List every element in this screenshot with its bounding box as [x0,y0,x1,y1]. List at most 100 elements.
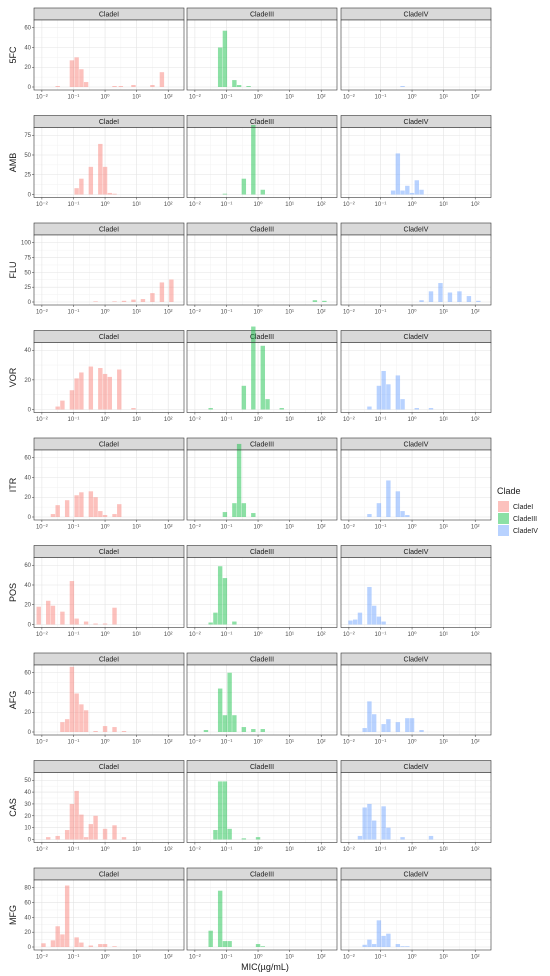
y-tick-label: 40 [24,475,31,481]
x-tick-label: 10⁻² [189,847,201,853]
x-tick-label: 10⁻² [36,525,48,531]
histogram-bar [208,930,213,947]
x-tick-label: 10¹ [132,955,141,961]
legend-key [498,501,509,512]
histogram-bar [208,622,213,625]
x-tick-label: 10⁻² [343,95,355,101]
x-tick-label: 10⁻¹ [375,740,387,746]
x-tick-label: 10² [317,310,326,316]
x-tick-label: 10⁻¹ [68,525,80,531]
histogram-bar [395,722,401,732]
panel-border [33,342,185,413]
x-tick-label: 10⁰ [408,94,418,101]
histogram-bar [457,291,462,302]
y-tick-label: 20 [24,495,31,501]
histogram-bar [376,616,382,625]
histogram-bar [121,300,127,302]
histogram-bar [79,69,84,87]
x-tick-label: 10⁰ [101,309,111,316]
histogram-bar [400,946,405,947]
panel-background [341,235,491,305]
x-tick-label: 10⁻² [189,417,201,423]
panel-background [34,880,184,950]
y-tick-label: 30 [24,802,31,808]
panel-background [341,450,491,520]
histogram-bar [98,944,103,947]
x-tick-label: 10⁰ [254,309,264,316]
y-tick-label: 40 [24,45,31,51]
x-tick-label: 10⁻² [36,95,48,101]
histogram-bar [121,731,127,732]
x-tick-label: 10¹ [285,740,294,746]
y-tick-label: 0 [28,193,32,199]
x-tick-label: 10⁻² [36,310,48,316]
x-tick-label: 10² [317,847,326,853]
histogram-bar [371,605,377,625]
histogram-bar [251,513,256,517]
histogram-bar [227,828,232,840]
histogram-bar [79,372,84,410]
histogram-bar [357,612,363,625]
histogram-bar [222,715,228,732]
histogram-bar [88,166,94,195]
y-tick-label: 0 [28,515,32,521]
legend-label: CladeIII [513,516,537,523]
histogram-bar [169,279,174,302]
histogram-bar [83,710,89,732]
x-tick-label: 10⁻¹ [375,417,387,423]
facet-strip-label: CladeIV [404,872,429,879]
histogram-bar [112,825,117,840]
x-tick-label: 10² [471,95,480,101]
histogram-bar [46,600,51,625]
panel-5fc-cladei: CladeI 10⁻² 10⁻¹ 10⁰ 10¹ 10² [33,7,185,101]
x-tick-label: 10² [317,740,326,746]
histogram-bar [112,607,117,625]
histogram-bar [74,378,79,410]
legend-key [498,525,509,536]
histogram-bar [79,814,84,840]
y-tick-label: 20 [24,65,31,71]
histogram-bar [208,408,213,410]
x-tick-label: 10⁻¹ [68,740,80,746]
panel-border [33,127,185,198]
x-tick-label: 10² [317,525,326,531]
facet-strip-label: CladeIV [404,119,429,126]
panel-background [34,450,184,520]
panel-border [33,879,185,951]
panel-border [33,557,185,628]
histogram-bar [322,300,327,302]
y-tick-label: 60 [24,563,31,569]
y-tick-label: 0 [28,730,32,736]
panel-border [186,342,338,413]
histogram-bar [357,835,363,840]
histogram-bar [222,512,228,517]
histogram-bar [64,719,70,732]
x-tick-label: 10⁻² [343,955,355,961]
panel-itr-cladeiii: CladeIII 10⁻² 10⁻¹ 10⁰ 10¹ 10² [186,437,338,531]
x-tick-label: 10¹ [132,525,141,531]
x-tick-label: 10⁻¹ [375,310,387,316]
histogram-bar [159,72,165,87]
histogram-bar [36,606,41,625]
histogram-bar [395,944,401,947]
histogram-bar [265,399,270,410]
facet-strip-label: CladeIII [250,119,274,126]
histogram-bar [55,406,60,410]
histogram-bar [112,193,117,195]
histogram-bar [102,515,108,517]
histogram-bar [222,30,228,87]
histogram-bar [112,514,117,517]
y-tick-label: 40 [24,790,31,796]
x-tick-label: 10¹ [439,740,448,746]
histogram-bar [381,724,386,732]
histogram-bar [367,939,372,947]
histogram-bar [50,605,56,625]
x-tick-label: 10² [317,632,326,638]
panel-background [341,342,491,413]
x-tick-label: 10² [164,202,173,208]
histogram-bar [381,621,386,625]
legend: Clade CladeI CladeIII CladeIV [497,486,538,536]
histogram-bar [353,619,358,625]
